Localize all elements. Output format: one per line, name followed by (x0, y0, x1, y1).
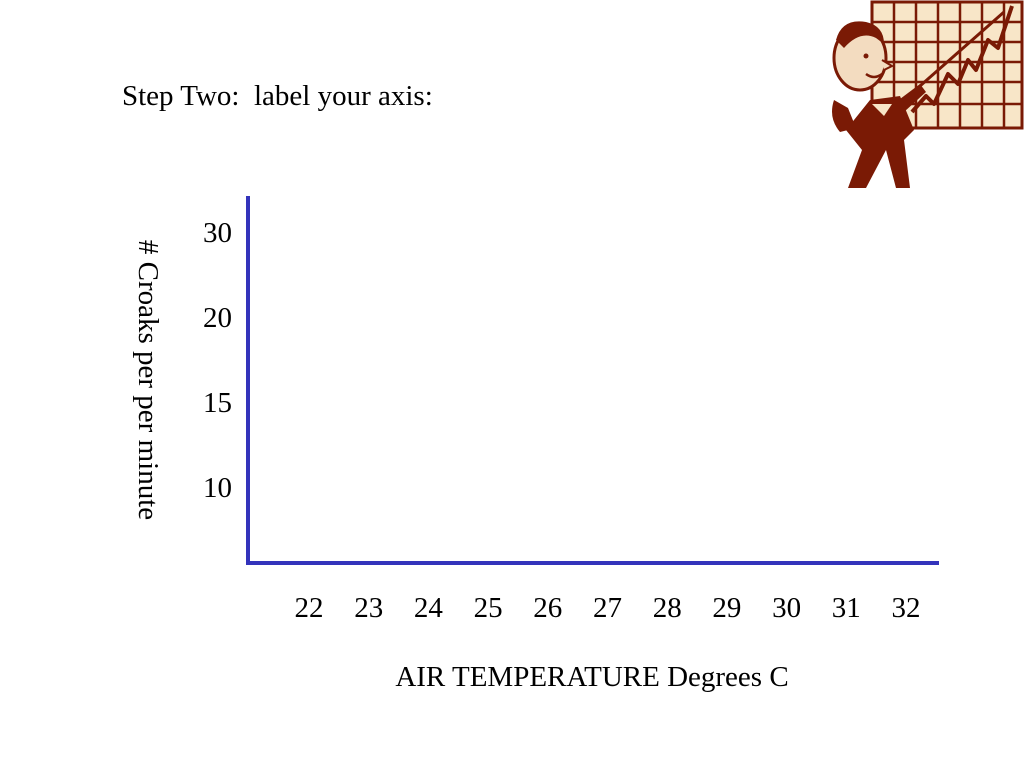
y-axis-label: # Croaks per per minute (132, 240, 164, 520)
x-tick-label: 25 (474, 592, 503, 624)
x-tick-label: 24 (414, 592, 444, 624)
x-tick-label: 28 (653, 592, 682, 624)
y-tick-label: 10 (203, 472, 232, 504)
y-tick-label: 30 (203, 217, 232, 249)
x-tick-label: 22 (295, 592, 324, 624)
x-tick-label: 30 (772, 592, 801, 624)
x-tick-label: 26 (533, 592, 562, 624)
x-tick-label: 27 (593, 592, 622, 624)
y-tick-labels: 30 20 15 10 (203, 217, 232, 504)
y-tick-label: 20 (203, 302, 232, 334)
x-tick-label: 31 (832, 592, 861, 624)
x-tick-label: 29 (712, 592, 741, 624)
x-axis-label: AIR TEMPERATURE Degrees C (395, 661, 788, 693)
y-tick-label: 15 (203, 387, 232, 419)
x-tick-label: 23 (354, 592, 383, 624)
x-tick-label: 32 (892, 592, 921, 624)
x-tick-labels: 22 23 24 25 26 27 28 29 30 31 32 (295, 592, 921, 624)
